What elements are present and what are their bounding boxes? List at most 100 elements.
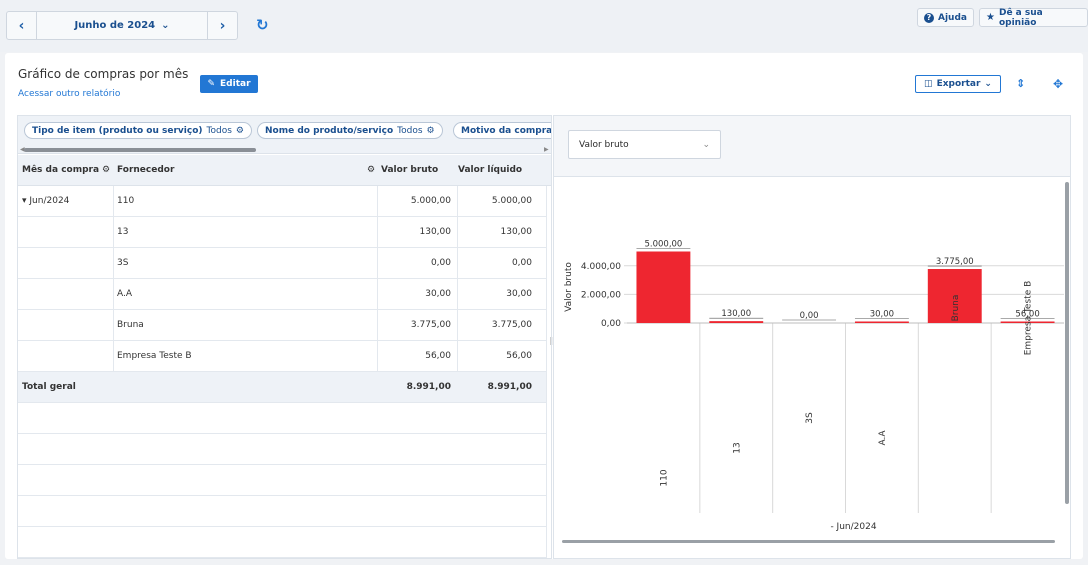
bar (1000, 321, 1055, 323)
edit-button[interactable]: ✎ Editar (200, 75, 258, 93)
gear-icon[interactable]: ⚙ (235, 125, 244, 136)
cell-supplier: Bruna (117, 320, 144, 330)
total-gross: 8.991,00 (406, 382, 451, 392)
x-tick-label: Bruna (951, 295, 961, 322)
chart-vertical-scrollbar[interactable] (1065, 182, 1069, 504)
chevron-left-icon: ‹ (18, 17, 25, 34)
export-button[interactable]: ◫ Exportar ⌄ (915, 75, 1001, 93)
pencil-icon: ✎ (207, 79, 216, 89)
filter-name: Motivo da compra (461, 125, 552, 136)
table-row: Bruna 3.775,00 3.775,00 (18, 310, 546, 341)
cell-supplier: A.A (117, 289, 133, 299)
measure-select[interactable]: Valor bruto ⌄ (568, 130, 721, 159)
y-tick-label: 2.000,00 (581, 290, 621, 300)
table-row: A.A 30,00 30,00 (18, 279, 546, 310)
data-label: 3.775,00 (936, 257, 974, 267)
scroll-right-icon[interactable]: ▶ (544, 146, 549, 153)
cell-gross: 5.000,00 (410, 196, 451, 206)
group-label: - Jun/2024 (830, 522, 876, 532)
empty-row (18, 434, 546, 465)
feedback-button[interactable]: ★ Dê a sua opinião (979, 7, 1088, 28)
data-label: 56,00 (1015, 310, 1039, 320)
header-net[interactable]: Valor líquido (458, 165, 523, 175)
x-tick-label: 110 (659, 469, 669, 486)
x-tick-label: A.A (878, 430, 888, 446)
cell-net: 3.775,00 (491, 320, 532, 330)
pivot-table: Tipo de item (produto ou serviço) Todos … (17, 115, 552, 559)
cell-gross: 0,00 (430, 258, 451, 268)
month-label: Junho de 2024 (74, 20, 156, 31)
filter-name: Tipo de item (produto ou serviço) (32, 125, 203, 136)
data-label: 30,00 (870, 310, 894, 320)
cell-net: 5.000,00 (491, 196, 532, 206)
export-label: Exportar (936, 79, 981, 89)
cell-gross: 130,00 (419, 227, 452, 237)
previous-month-button[interactable]: ‹ (7, 12, 37, 39)
expand-collapse-icon[interactable]: ⇕ (1016, 77, 1026, 90)
cell-gross: 56,00 (425, 351, 451, 361)
scroll-left-icon[interactable]: ◀ (20, 146, 25, 153)
x-tick-label: 13 (732, 442, 742, 453)
report-title: Gráfico de compras por mês (18, 67, 189, 81)
edit-label: Editar (220, 79, 251, 89)
chevron-right-icon: › (219, 17, 226, 34)
report-card: Gráfico de compras por mês Acessar outro… (5, 53, 1083, 559)
header-month[interactable]: Mês da compra (22, 165, 100, 175)
divider (546, 186, 547, 558)
gear-icon[interactable]: ⚙ (367, 165, 376, 175)
help-button[interactable]: ? Ajuda (917, 8, 974, 27)
chart-horizontal-scrollbar[interactable] (562, 540, 1055, 543)
y-axis-label: Valor bruto (564, 262, 574, 312)
other-report-link[interactable]: Acessar outro relatório (18, 89, 121, 99)
x-tick-label: Empresa Teste B (1024, 281, 1034, 356)
total-row: Total geral 8.991,00 8.991,00 (18, 372, 546, 403)
cell-supplier: 3S (117, 258, 129, 268)
header-supplier[interactable]: Fornecedor (117, 165, 175, 175)
refresh-icon[interactable]: ↻ (256, 16, 269, 34)
filter-value: Todos (206, 125, 232, 136)
table-row: Empresa Teste B 56,00 56,00 (18, 341, 546, 372)
empty-row (18, 527, 546, 558)
data-label: 130,00 (721, 309, 751, 319)
scrollbar-thumb[interactable] (24, 148, 256, 152)
top-bar: ‹ Junho de 2024 ⌄ › ↻ ? Ajuda ★ Dê a sua… (0, 0, 1088, 52)
y-tick-label: 4.000,00 (581, 262, 621, 272)
gear-icon[interactable]: ⚙ (426, 125, 435, 136)
empty-row (18, 496, 546, 527)
help-icon: ? (924, 12, 934, 23)
bar (636, 251, 691, 323)
table-header: Mês da compra ⚙ Fornecedor ⚙ Valor bruto… (18, 155, 551, 186)
chevron-down-icon: ⌄ (702, 139, 710, 150)
next-month-button[interactable]: › (207, 12, 237, 39)
cell-gross: 3.775,00 (410, 320, 451, 330)
cell-supplier: 13 (117, 227, 129, 237)
bar (709, 321, 764, 323)
bar-chart: 0,00 2.000,00 4.000,00 Valor bruto 5.000,00 1… (564, 240, 1064, 532)
data-label: 5.000,00 (644, 240, 682, 250)
cell-supplier: 110 (117, 196, 135, 206)
filter-bar: Tipo de item (produto ou serviço) Todos … (18, 116, 552, 154)
feedback-label: Dê a sua opinião (998, 7, 1043, 28)
cell-net: 30,00 (506, 289, 532, 299)
filter-value: Todos (397, 125, 423, 136)
group-toggle[interactable]: ▾ Jun/2024 (22, 196, 70, 206)
filter-scrollbar[interactable]: ◀ ▶ (20, 146, 549, 153)
table-row: 3S 0,00 0,00 (18, 248, 546, 279)
filter-chip-product-name[interactable]: Nome do produto/serviço Todos ⚙ (257, 122, 443, 139)
empty-row (18, 403, 546, 434)
header-gross[interactable]: Valor bruto (381, 165, 439, 175)
empty-row (18, 465, 546, 496)
total-net: 8.991,00 (487, 382, 532, 392)
month-select[interactable]: Junho de 2024 ⌄ (37, 12, 207, 39)
bar (927, 269, 982, 323)
cell-net: 56,00 (506, 351, 532, 361)
filter-chip-item-type[interactable]: Tipo de item (produto ou serviço) Todos … (24, 122, 252, 139)
total-label: Total geral (22, 382, 76, 392)
filter-chip-purchase-reason[interactable]: Motivo da compra (453, 122, 552, 139)
measure-select-value: Valor bruto (579, 139, 629, 150)
gear-icon[interactable]: ⚙ (102, 165, 111, 175)
chart-header: Valor bruto ⌄ (554, 116, 1070, 177)
export-icon: ◫ (924, 79, 933, 89)
y-tick-label: 0,00 (601, 319, 621, 329)
fullscreen-icon[interactable]: ✥ (1053, 77, 1064, 91)
